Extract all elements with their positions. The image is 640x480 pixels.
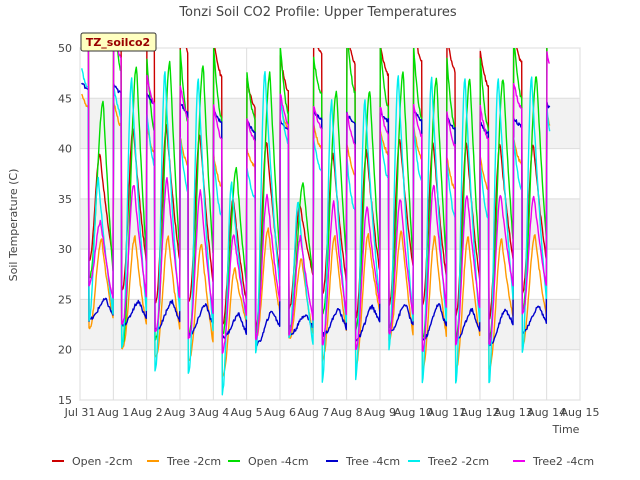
y-tick-label: 40	[58, 143, 72, 156]
y-tick-label: 45	[58, 92, 72, 105]
y-tick-label: 30	[58, 243, 72, 256]
legend-item: Tree2 -2cm	[427, 455, 489, 468]
series-line	[87, 48, 550, 354]
series-line	[81, 93, 551, 378]
series-line	[81, 68, 551, 396]
y-axis-label: Soil Temperature (C)	[7, 169, 20, 282]
legend-item: Tree2 -4cm	[532, 455, 594, 468]
x-tick-label: Aug 15	[561, 406, 600, 419]
y-tick-label: 20	[58, 344, 72, 357]
legend-item: Tree -2cm	[166, 455, 221, 468]
x-axis-label: Time	[552, 423, 580, 436]
y-tick-label: 15	[58, 394, 72, 407]
annotation-box: TZ_soilco2	[80, 32, 157, 52]
legend-item: Open -2cm	[72, 455, 133, 468]
series-group	[81, 48, 551, 396]
y-axis: 15 20 25 30 35 40 45 50	[58, 42, 72, 407]
x-tick-label: Aug 5	[231, 406, 263, 419]
x-tick-label: Jul 31	[64, 406, 96, 419]
x-tick-label: Aug 3	[164, 406, 196, 419]
y-tick-label: 25	[58, 293, 72, 306]
y-tick-label: 35	[58, 193, 72, 206]
x-tick-label: Aug 1	[97, 406, 129, 419]
x-tick-label: Aug 2	[131, 406, 163, 419]
x-tick-label: Aug 14	[527, 406, 566, 419]
x-tick-label: Aug 12	[461, 406, 500, 419]
legend-item: Tree -4cm	[345, 455, 400, 468]
x-tick-label: Aug 13	[494, 406, 533, 419]
x-tick-label: Aug 8	[331, 406, 363, 419]
chart-title: Tonzi Soil CO2 Profile: Upper Temperatur…	[178, 5, 457, 20]
x-tick-label: Aug 9	[364, 406, 396, 419]
x-tick-label: Aug 10	[394, 406, 433, 419]
x-tick-label: Aug 7	[297, 406, 329, 419]
x-tick-label: Aug 11	[427, 406, 466, 419]
legend: Open -2cm Tree -2cm Open -4cm Tree -4cm Tree…	[52, 455, 594, 468]
y-tick-label: 50	[58, 42, 72, 55]
legend-item: Open -4cm	[248, 455, 309, 468]
annotation-label: TZ_soilco2	[86, 36, 150, 49]
x-tick-label: Aug 4	[197, 406, 229, 419]
x-tick-label: Aug 6	[264, 406, 296, 419]
x-axis: Jul 31 Aug 1 Aug 2 Aug 3 Aug 4 Aug 5 Aug 6 Aug …	[64, 406, 600, 419]
